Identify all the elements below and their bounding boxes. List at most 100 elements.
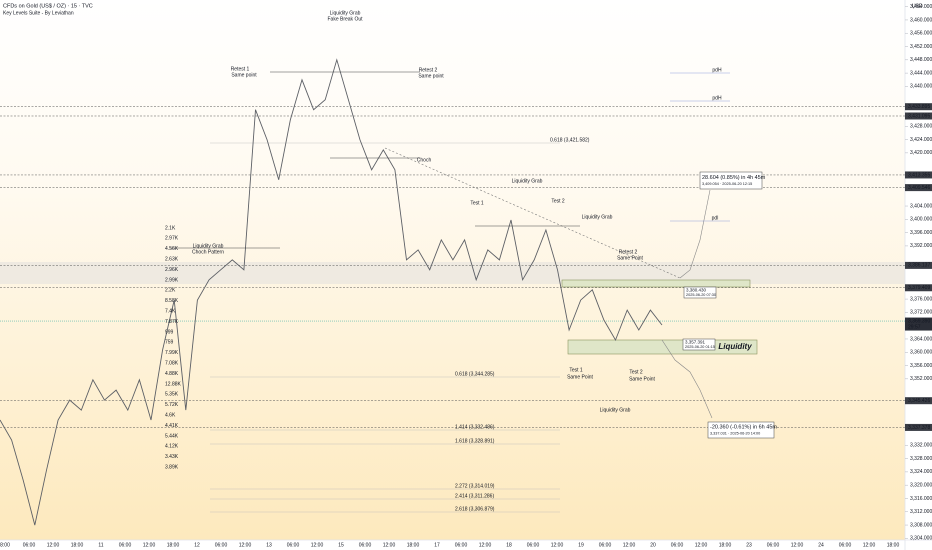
profile-label: 4.41K [165,423,179,429]
annotation: Test 2 [629,369,643,375]
y-tick-label: 3,404.000 [910,203,932,209]
fib-label: 2.414 (3,311.286) [455,493,494,499]
y-tick-label: 3,356.000 [910,363,932,369]
y-tick-label: 3,332.000 [910,443,932,449]
profile-label: 2.63K [165,257,179,263]
y-tick-label: 3,324.000 [910,469,932,475]
profile-label: 4.56K [165,246,179,252]
level-badge [905,171,932,179]
y-tick-label: 3,452.000 [910,44,932,50]
fib-label: 1.618 (3,328.891) [455,438,495,444]
measure-sub: 3,409.054 · 2025-06-20 12:15 [702,182,752,186]
y-tick-label: 3,308.000 [910,522,932,528]
measure-sub: 2025-06-20 07:30 [686,293,716,297]
profile-label: 2.2K [165,288,176,294]
profile-label: 4.6K [165,413,176,419]
level-badge [905,103,932,111]
y-tick-label: 3,444.000 [910,70,932,76]
annotation: Same Point [567,374,593,380]
y-tick-label: 3,364.000 [910,336,932,342]
y-tick-label: 3,392.000 [910,243,932,249]
y-tick-label: 3,376.000 [910,296,932,302]
x-tick-label: 12:00 [239,542,252,548]
y-tick-label: 3,456.000 [910,31,932,37]
y-tick-label: 3,424.000 [910,137,932,143]
annotation: Choch Pattern [192,249,224,255]
y-tick-label: 3,440.000 [910,84,932,90]
x-tick-label: 20 [650,542,656,548]
x-tick-label: 12:00 [143,542,156,548]
profile-label: 2.97K [165,236,179,242]
x-tick-label: 18 [506,542,512,548]
y-tick-label: 3,396.000 [910,230,932,236]
measure-box [707,421,775,439]
annotation: Retest 2 [419,67,438,73]
x-tick-label: 19 [578,542,584,548]
x-tick-label: 15 [338,542,344,548]
x-tick-label: 18:00 [407,542,420,548]
y-tick-label: 3,352.000 [910,376,932,382]
profile-label: 2.99K [165,277,179,283]
x-tick-label: 11 [98,542,103,548]
profile-label: 3.89K [165,465,179,471]
x-tick-label: 12:00 [863,542,876,548]
x-tick-label: 06:00 [119,542,132,548]
x-tick-label: 06:00 [287,542,300,548]
y-tick-label: 3,372.000 [910,310,932,316]
profile-label: 7.4K [165,309,176,315]
measure-label: 28.604 (0.85%) in 4h 45m [702,175,766,181]
x-tick-label: 06:00 [599,542,612,548]
x-tick-label: 06:00 [215,542,228,548]
x-tick-label: 06:00 [527,542,540,548]
annotation: pdl [712,215,719,221]
x-tick-label: 8:00 [0,542,10,548]
annotation: Liquidity Grab [330,10,361,16]
level-badge [905,184,932,192]
annotation: Liquidity Grab [600,407,631,413]
y-tick-label: 3,428.000 [910,124,932,130]
fib-label: 0.618 (3,421.582) [550,137,590,143]
profile-label: 5.35K [165,392,179,398]
axis-unit: USD [912,3,923,9]
x-tick-label: 12:00 [623,542,636,548]
profile-label: 4.12K [165,444,179,450]
fib-label: 2.272 (3,314.019) [455,483,495,489]
annotation: Same point [231,72,257,78]
level-label: 3,337.378 [908,425,930,431]
measure-sub: 3,337.031 · 2025-06-20 14:00 [710,432,760,436]
x-tick-label: 18:00 [71,542,84,548]
level-label: 3,413.355 [908,172,930,178]
profile-label: 12.88K [165,381,182,387]
annotation: pdH [712,67,722,73]
x-tick-label: 12:00 [551,542,564,548]
level-badge [905,261,932,269]
price-label: 3,369.390 [908,318,930,324]
annotation: Retest 2 [619,249,638,255]
x-tick-label: 12 [194,542,200,548]
fib-label: 2.618 (3,306.879) [455,506,495,512]
x-tick-label: 13 [266,542,272,548]
x-tick-label: 12:00 [383,542,396,548]
level-badge [905,284,932,292]
annotation: Liquidity [718,342,752,351]
zone-box [561,279,751,288]
x-tick-label: 06:00 [839,542,852,548]
profile-label: 3.43K [165,454,179,460]
level-label: 3,431.095 [908,113,930,119]
profile-label: 999 [165,329,174,335]
price-badge [905,317,932,331]
level-label: 3,379.409 [908,285,930,291]
profile-label: 7.87K [165,319,179,325]
x-tick-label: 18:00 [887,542,900,548]
x-tick-label: 12:00 [311,542,324,548]
annotation: Test 2 [551,198,565,204]
annotation: Same Point [629,376,655,382]
measure-box [683,286,717,299]
measure-box [682,338,716,351]
profile-label: 759 [165,340,174,346]
level-label: 3,433.895 [908,104,930,110]
measure-label: -20.360 (-0.61%) in 6h 45m [710,425,777,431]
profile-label: 2.96K [165,267,179,273]
y-tick-label: 3,448.000 [910,57,932,63]
